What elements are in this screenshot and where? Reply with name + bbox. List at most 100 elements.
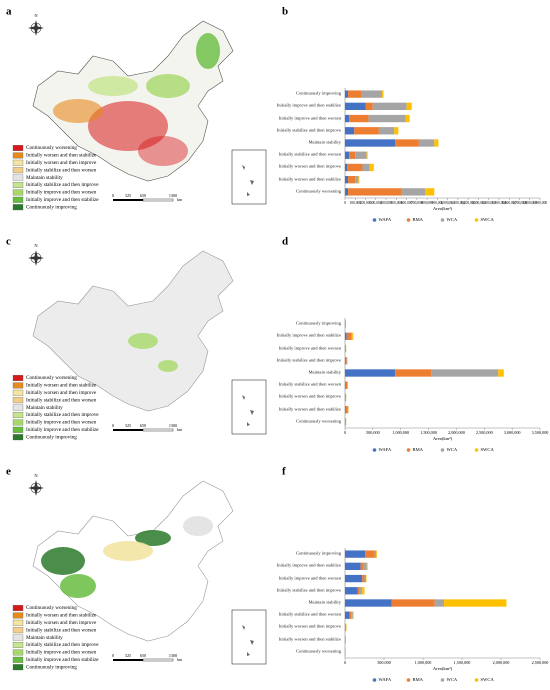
bar-segment — [349, 114, 369, 123]
legend-label: Maintain stability — [26, 405, 63, 411]
chart-title: b — [282, 6, 288, 18]
bar-segment — [348, 90, 362, 98]
x-axis-title: Area(km²) — [433, 206, 453, 211]
bar-segment — [498, 369, 504, 377]
legend-swatch — [12, 196, 24, 203]
bar-segment — [345, 599, 392, 607]
bar-segment — [347, 406, 349, 414]
compass-needle — [28, 250, 44, 266]
legend-label: Continuously improving — [26, 204, 77, 210]
legend-marker — [474, 218, 479, 222]
legend-label: BMA — [413, 677, 424, 682]
bar-segment — [352, 332, 354, 340]
bar-segment — [345, 574, 363, 583]
x-tick-label: 700,000 — [411, 201, 423, 206]
x-tick-label: 500,000 — [366, 430, 380, 436]
bar-segment — [395, 369, 432, 377]
bar-segment — [434, 599, 445, 607]
compass-needle — [28, 20, 44, 36]
bar-segment — [345, 163, 348, 172]
legend-label: Initially worsen and then stabilize — [26, 153, 97, 159]
bar-segment — [345, 102, 366, 110]
y-tick-label: Continuously improving — [295, 550, 341, 556]
legend-label: Continuously worsening — [26, 145, 77, 151]
legend-swatch — [12, 612, 24, 619]
bar-segment — [365, 102, 373, 110]
scale-label: 325 — [125, 193, 131, 198]
legend-marker — [474, 448, 479, 452]
legend-label: WAFA — [379, 677, 392, 682]
legend-label: SWCA — [481, 217, 495, 222]
compass-needle — [28, 480, 44, 496]
x-tick-label: 1,500,000 — [420, 430, 437, 436]
y-tick-label: Initially stabilize and then improve — [276, 587, 341, 593]
legend-label: Initially worsen and then stabilize — [26, 613, 97, 619]
bar-segment — [381, 90, 384, 98]
legend-label: Initially improve and then stabilize — [26, 657, 99, 663]
legend-marker — [440, 448, 445, 452]
x-tick-label: 1,500,000 — [492, 201, 507, 206]
bar-segment — [348, 176, 356, 184]
bar-segment — [364, 574, 367, 583]
legend-swatch — [12, 375, 24, 381]
x-tick-label: 1,000,000 — [392, 430, 409, 436]
inset-islands — [242, 625, 254, 656]
y-tick-label: Continuously improving — [295, 90, 341, 96]
x-tick-label: 1,900,000 — [533, 201, 548, 206]
legend-swatch — [12, 152, 24, 159]
panel-letter: a — [6, 6, 12, 18]
legend-label: Initially stabilize and then worsen — [26, 397, 97, 403]
legend-marker — [372, 448, 377, 452]
bar-segment — [376, 550, 377, 558]
x-tick-label: 500,000 — [377, 660, 391, 666]
chart-title: d — [282, 236, 288, 248]
legend-label: Initially stabilize and then improve — [26, 642, 99, 648]
x-tick-label: 1,600,000 — [502, 201, 517, 206]
scale-label: 650 — [140, 423, 146, 428]
scale-label: 0 — [112, 653, 114, 658]
bar-segment — [405, 114, 410, 123]
bar-segment — [345, 587, 358, 595]
bar-segment — [395, 139, 419, 147]
x-tick-label: 1,700,000 — [512, 201, 527, 206]
x-tick-label: 500,000 — [390, 201, 402, 206]
map-c — [32, 250, 234, 412]
x-tick-label: 0 — [344, 660, 346, 665]
bar-segment — [378, 127, 395, 135]
legend-label: SWCA — [481, 677, 495, 682]
legend-swatch — [12, 404, 24, 411]
inset-islands — [242, 395, 254, 426]
legend-label: Initially stabilize and then improve — [26, 412, 99, 418]
scale-unit: km — [177, 657, 183, 662]
bar-segment — [345, 139, 396, 147]
x-tick-label: 1,500,000 — [454, 660, 471, 666]
inset-frame — [231, 609, 267, 665]
legend-swatch — [12, 619, 24, 626]
bar-segment — [362, 163, 370, 172]
legend-swatch — [12, 419, 24, 426]
y-tick-label: Maintain stability — [308, 139, 341, 145]
legend-swatch — [12, 159, 24, 166]
chart-title: f — [282, 466, 286, 478]
scale-label: 1300 — [169, 193, 177, 198]
x-tick-label: 1,000,000 — [440, 201, 455, 206]
y-tick-label: Maintain stability — [308, 599, 341, 605]
legend-swatch — [12, 664, 24, 671]
bar-segment — [357, 587, 360, 595]
bar-segment — [345, 188, 349, 196]
bar-segment — [351, 332, 353, 340]
bar-segment — [349, 611, 352, 619]
legend-label: WCA — [447, 217, 458, 222]
bar-segment — [391, 599, 435, 607]
legend-label: Initially improve and then worsen — [26, 650, 97, 656]
bar-segment — [352, 611, 354, 619]
bar-segment — [425, 188, 435, 196]
bar-segment — [345, 357, 347, 365]
y-tick-label: Initially stabilize and then worsen — [278, 611, 341, 617]
legend-label: Continuously worsening — [26, 375, 77, 381]
scale-unit: km — [177, 197, 183, 202]
bar-segment — [362, 587, 365, 595]
legend-marker — [440, 678, 445, 682]
y-tick-label: Initially improve and then worsen — [278, 575, 341, 581]
bar-segment — [444, 599, 507, 607]
